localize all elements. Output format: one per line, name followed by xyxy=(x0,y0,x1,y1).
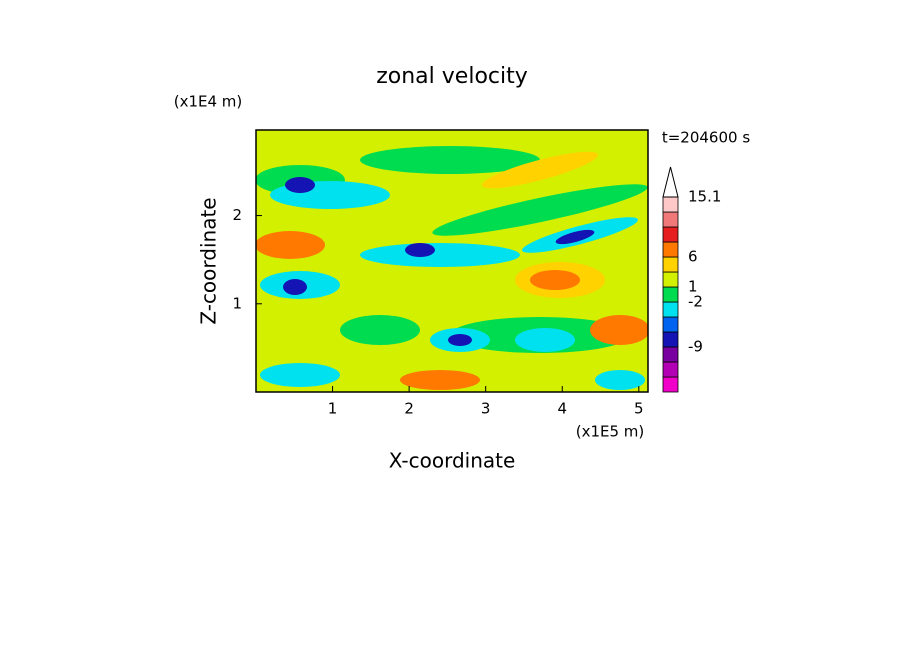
colorbar-label: -9 xyxy=(688,338,703,356)
colorbar-box xyxy=(662,301,679,318)
contour-blob xyxy=(400,370,480,390)
y-tick-label: 2 xyxy=(232,206,242,224)
contour-blob xyxy=(432,184,648,236)
x-tick-label: 2 xyxy=(404,400,414,418)
x-tick-label: 4 xyxy=(557,400,567,418)
x-tick-label: 3 xyxy=(481,400,491,418)
colorbar-label: 15.1 xyxy=(688,188,721,206)
contour-blob xyxy=(360,243,520,267)
colorbar-box xyxy=(662,256,679,273)
contour-blob xyxy=(515,328,575,352)
contour-blob xyxy=(283,279,307,295)
y-unit: (x1E4 m) xyxy=(174,93,243,111)
contour-blob xyxy=(360,146,540,174)
contour-blob xyxy=(481,151,599,189)
colorbar-box xyxy=(662,226,679,243)
x-tick-label: 5 xyxy=(634,400,644,418)
contour-blob xyxy=(590,315,648,345)
contour-blob xyxy=(256,231,325,259)
contour-blob xyxy=(530,270,580,290)
colorbar-box xyxy=(662,376,679,393)
x-unit: (x1E5 m) xyxy=(576,423,645,441)
colorbar-label: 1 xyxy=(688,278,698,296)
colorbar-box xyxy=(662,241,679,258)
colorbar-box xyxy=(662,271,679,288)
contour-blob xyxy=(285,177,315,193)
contour-blob xyxy=(405,243,435,257)
colorbar-box xyxy=(662,331,679,348)
colorbar-box xyxy=(662,196,679,213)
x-axis-title: X-coordinate xyxy=(389,449,516,473)
colorbar-box xyxy=(662,316,679,333)
contour-blob xyxy=(260,363,340,387)
contour-blob xyxy=(555,229,595,245)
chart-title: zonal velocity xyxy=(376,64,528,89)
y-axis-title: Z-coordinate xyxy=(197,197,221,324)
y-tick-label: 1 xyxy=(232,294,242,312)
contour-blob xyxy=(448,334,472,346)
colorbar-box xyxy=(662,361,679,378)
colorbar-label: -2 xyxy=(688,293,703,311)
colorbar-box xyxy=(662,211,679,228)
colorbar-label: 6 xyxy=(688,248,698,266)
contour-blob xyxy=(340,315,420,345)
plot-frame xyxy=(255,129,649,393)
x-tick-label: 1 xyxy=(328,400,338,418)
colorbar-box xyxy=(662,346,679,363)
contour-field xyxy=(255,129,649,393)
time-label: t=204600 s xyxy=(662,129,750,147)
contour-blob xyxy=(595,370,645,390)
colorbar-box xyxy=(662,286,679,303)
colorbar-arrow xyxy=(662,166,679,198)
